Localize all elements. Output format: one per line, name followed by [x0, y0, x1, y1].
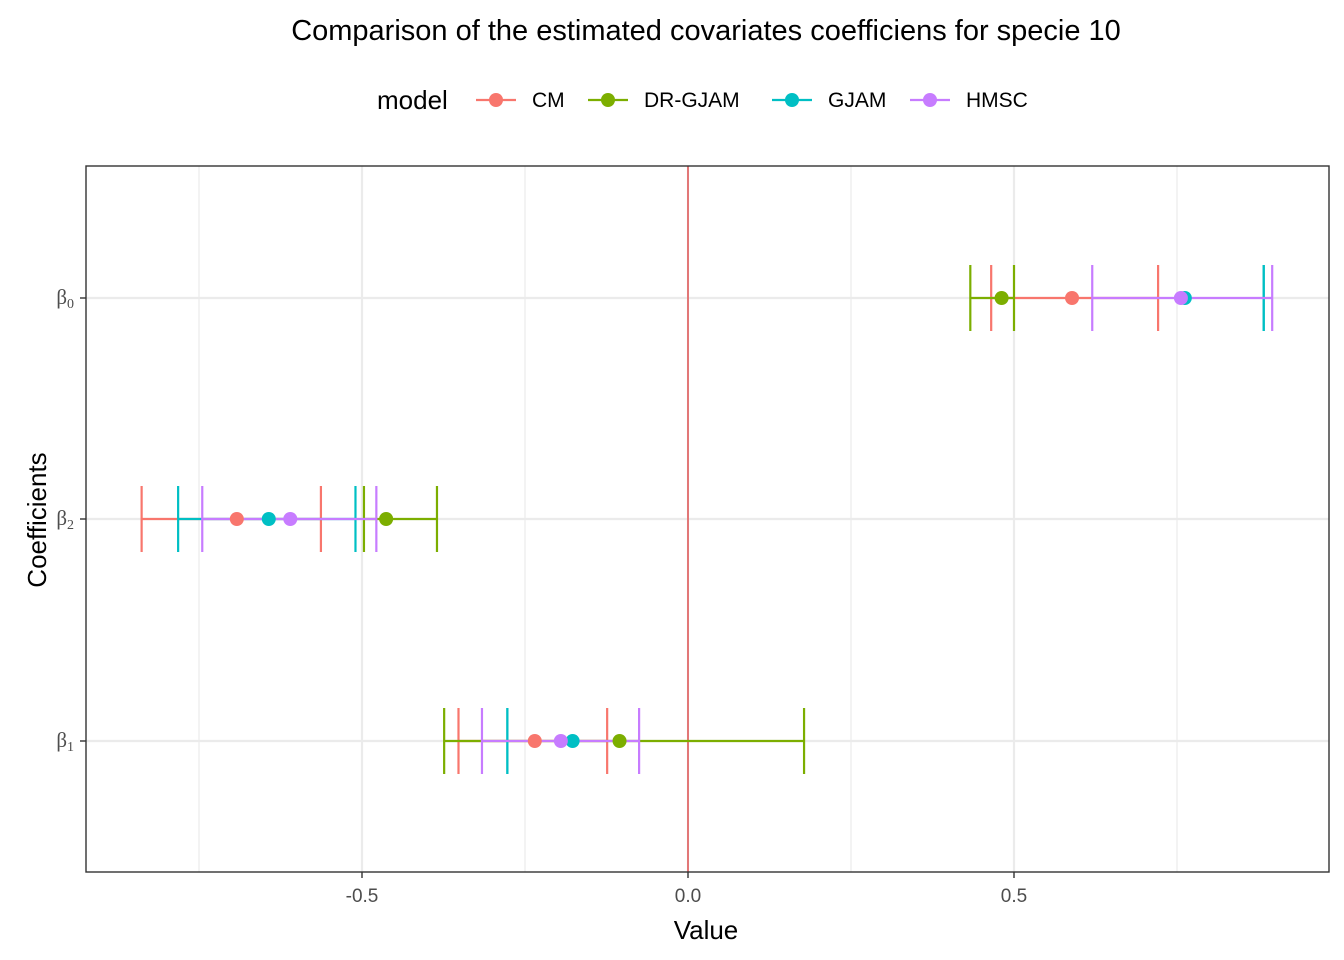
- point-hmsc-2: [553, 734, 568, 748]
- legend-label: GJAM: [828, 89, 886, 112]
- point-dr-gjam-0: [994, 291, 1009, 305]
- legend-label: CM: [532, 89, 565, 112]
- legend-label: HMSC: [966, 89, 1028, 112]
- point-cm-0: [1065, 291, 1080, 305]
- point-gjam-1: [261, 512, 276, 526]
- legend: model CM DR-GJAM GJAM HMSC: [377, 85, 1028, 115]
- point-hmsc-1: [283, 512, 298, 526]
- chart-title: Comparison of the estimated covariates c…: [291, 15, 1121, 47]
- y-tick-label: β0: [56, 285, 74, 312]
- legend-item-cm: CM: [476, 89, 565, 112]
- legend-item-hmsc: HMSC: [910, 89, 1028, 112]
- legend-key-point: [601, 93, 615, 107]
- legend-key-point: [489, 93, 503, 107]
- y-tick-label: β1: [56, 728, 74, 755]
- legend-key-point: [923, 93, 937, 107]
- point-dr-gjam-2: [612, 734, 627, 748]
- point-dr-gjam-1: [379, 512, 394, 526]
- plot-panel: -0.5 0.0 0.5 β0 β2 β1: [56, 165, 1330, 907]
- x-tick-label: 0.0: [675, 886, 701, 907]
- y-axis-title: Coefficients: [22, 452, 52, 587]
- legend-item-dr-gjam: DR-GJAM: [588, 89, 740, 112]
- point-gjam-2: [565, 734, 580, 748]
- x-tick-label: -0.5: [346, 886, 379, 907]
- point-hmsc-0: [1173, 291, 1188, 305]
- point-cm-2: [527, 734, 542, 748]
- x-tick-label: 0.5: [1001, 886, 1027, 907]
- legend-title: model: [377, 85, 448, 115]
- legend-label: DR-GJAM: [644, 89, 740, 112]
- point-cm-1: [229, 512, 244, 526]
- y-tick-label: β2: [56, 506, 74, 533]
- legend-item-gjam: GJAM: [772, 89, 886, 112]
- x-axis-title: Value: [674, 915, 739, 945]
- legend-key-point: [785, 93, 799, 107]
